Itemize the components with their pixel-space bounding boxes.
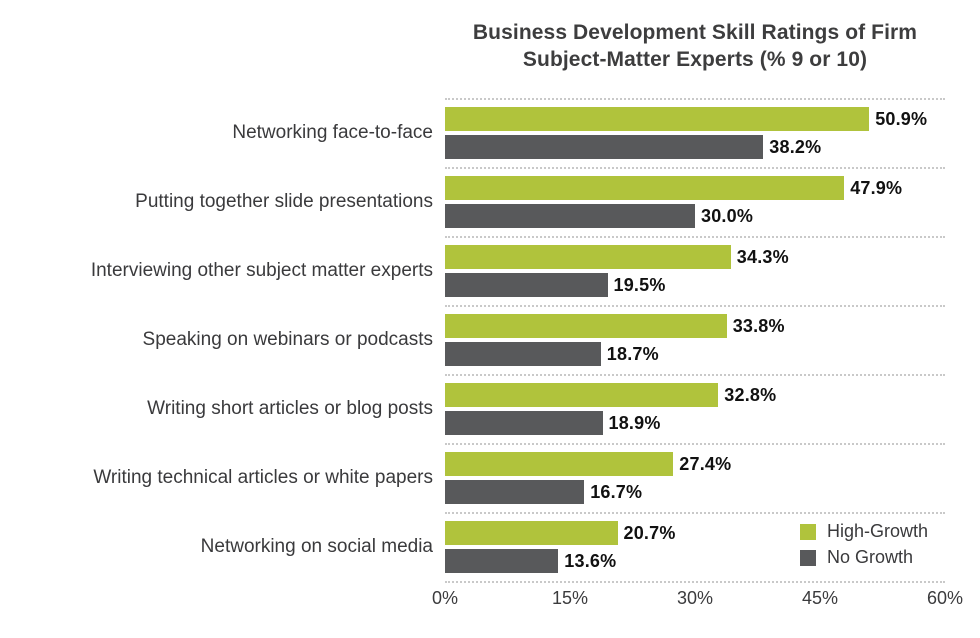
chart-title-line-2: Subject-Matter Experts (% 9 or 10) bbox=[522, 47, 868, 71]
no-growth-bar-line: 38.2% bbox=[445, 135, 821, 159]
no-growth-bar bbox=[445, 411, 603, 435]
bar-group: 33.8% 18.7% bbox=[445, 305, 945, 374]
chart-title-line-1: Business Development Skill Ratings of Fi… bbox=[472, 21, 918, 44]
no-growth-bar-line: 30.0% bbox=[445, 204, 753, 228]
category-label: Interviewing other subject matter expert… bbox=[90, 259, 433, 281]
row-separator-line bbox=[445, 512, 945, 514]
row-separator-line bbox=[445, 236, 945, 238]
value-label: 32.8% bbox=[724, 384, 777, 405]
x-tick-label: 15% bbox=[551, 588, 589, 608]
value-label: 16.7% bbox=[590, 481, 643, 502]
value-label: 47.9% bbox=[850, 177, 903, 198]
no-growth-bar-line: 13.6% bbox=[445, 549, 616, 573]
high-growth-bar bbox=[445, 521, 618, 545]
high-growth-bar bbox=[445, 107, 870, 131]
value-label: 20.7% bbox=[623, 522, 676, 543]
bar-group: 27.4% 16.7% bbox=[445, 443, 945, 512]
category-label: Putting together slide presentations bbox=[135, 190, 433, 212]
high-growth-bar-line: 47.9% bbox=[445, 176, 902, 200]
chart-row: Speaking on webinars or podcasts 33.8% 18.… bbox=[0, 305, 980, 374]
no-growth-bar bbox=[445, 342, 601, 366]
chart-title: Business Development Skill Ratings of Fi… bbox=[437, 20, 953, 74]
legend-label-high-growth: High-Growth bbox=[827, 521, 929, 541]
row-separator-line bbox=[445, 167, 945, 169]
high-growth-bar bbox=[445, 314, 727, 338]
chart-row: Networking on social media 20.7% 13.6% bbox=[0, 512, 980, 581]
value-label: 38.2% bbox=[769, 136, 822, 157]
legend-item-no-growth: No Growth bbox=[800, 547, 928, 568]
x-tick-label: 60% bbox=[926, 588, 964, 608]
bar-group: 32.8% 18.9% bbox=[445, 374, 945, 443]
value-label: 33.8% bbox=[732, 315, 785, 336]
category-label: Writing technical articles or white pape… bbox=[93, 466, 433, 488]
x-tick-label: 0% bbox=[431, 588, 459, 608]
x-tick-label: 45% bbox=[801, 588, 839, 608]
no-growth-bar-line: 18.7% bbox=[445, 342, 659, 366]
row-separator-line bbox=[445, 98, 945, 100]
no-growth-bar bbox=[445, 549, 559, 573]
no-growth-bar bbox=[445, 273, 608, 297]
high-growth-bar bbox=[445, 383, 719, 407]
high-growth-bar-line: 32.8% bbox=[445, 383, 776, 407]
no-growth-bar bbox=[445, 135, 764, 159]
high-growth-bar-line: 20.7% bbox=[445, 521, 676, 545]
chart-row: Writing short articles or blog posts 32.8… bbox=[0, 374, 980, 443]
high-growth-bar bbox=[445, 452, 674, 476]
bar-group: 20.7% 13.6% bbox=[445, 512, 945, 581]
no-growth-bar-line: 18.9% bbox=[445, 411, 661, 435]
chart-row: Putting together slide presentations 47.9… bbox=[0, 167, 980, 236]
no-growth-bar bbox=[445, 480, 585, 504]
high-growth-bar-line: 27.4% bbox=[445, 452, 731, 476]
high-growth-bar-line: 34.3% bbox=[445, 245, 789, 269]
row-separator-line bbox=[445, 374, 945, 376]
value-label: 50.9% bbox=[875, 108, 928, 129]
value-label: 27.4% bbox=[679, 453, 732, 474]
axis-separator-line bbox=[445, 581, 945, 583]
value-label: 13.6% bbox=[564, 550, 617, 571]
high-growth-bar bbox=[445, 245, 731, 269]
value-label: 30.0% bbox=[701, 205, 754, 226]
x-tick-label: 30% bbox=[676, 588, 714, 608]
legend-item-high-growth: High-Growth bbox=[800, 521, 928, 542]
no-growth-bar-line: 19.5% bbox=[445, 273, 666, 297]
chart-row: Writing technical articles or white pape… bbox=[0, 443, 980, 512]
category-label: Networking face-to-face bbox=[232, 121, 433, 143]
category-label: Speaking on webinars or podcasts bbox=[142, 328, 433, 350]
no-growth-bar-line: 16.7% bbox=[445, 480, 642, 504]
value-label: 18.9% bbox=[608, 412, 661, 433]
no-growth-bar bbox=[445, 204, 695, 228]
category-label: Networking on social media bbox=[200, 535, 433, 557]
legend-label-no-growth: No Growth bbox=[827, 547, 914, 567]
bar-group: 34.3% 19.5% bbox=[445, 236, 945, 305]
bar-group: 50.9% 38.2% bbox=[445, 98, 945, 167]
chart-row: Interviewing other subject matter expert… bbox=[0, 236, 980, 305]
high-growth-bar bbox=[445, 176, 845, 200]
row-separator-line bbox=[445, 305, 945, 307]
bar-group: 47.9% 30.0% bbox=[445, 167, 945, 236]
row-separator-line bbox=[445, 443, 945, 445]
high-growth-bar-line: 33.8% bbox=[445, 314, 785, 338]
high-growth-bar-line: 50.9% bbox=[445, 107, 927, 131]
value-label: 19.5% bbox=[613, 274, 666, 295]
chart-row: Networking face-to-face 50.9% 38.2% bbox=[0, 98, 980, 167]
legend: High-Growth No Growth bbox=[800, 521, 928, 568]
high-growth-swatch bbox=[800, 523, 816, 540]
value-label: 18.7% bbox=[606, 343, 659, 364]
category-label: Writing short articles or blog posts bbox=[147, 397, 433, 419]
no-growth-swatch bbox=[800, 549, 816, 566]
plot-area: Networking face-to-face 50.9% 38.2% Putting… bbox=[0, 98, 980, 581]
value-label: 34.3% bbox=[736, 246, 789, 267]
